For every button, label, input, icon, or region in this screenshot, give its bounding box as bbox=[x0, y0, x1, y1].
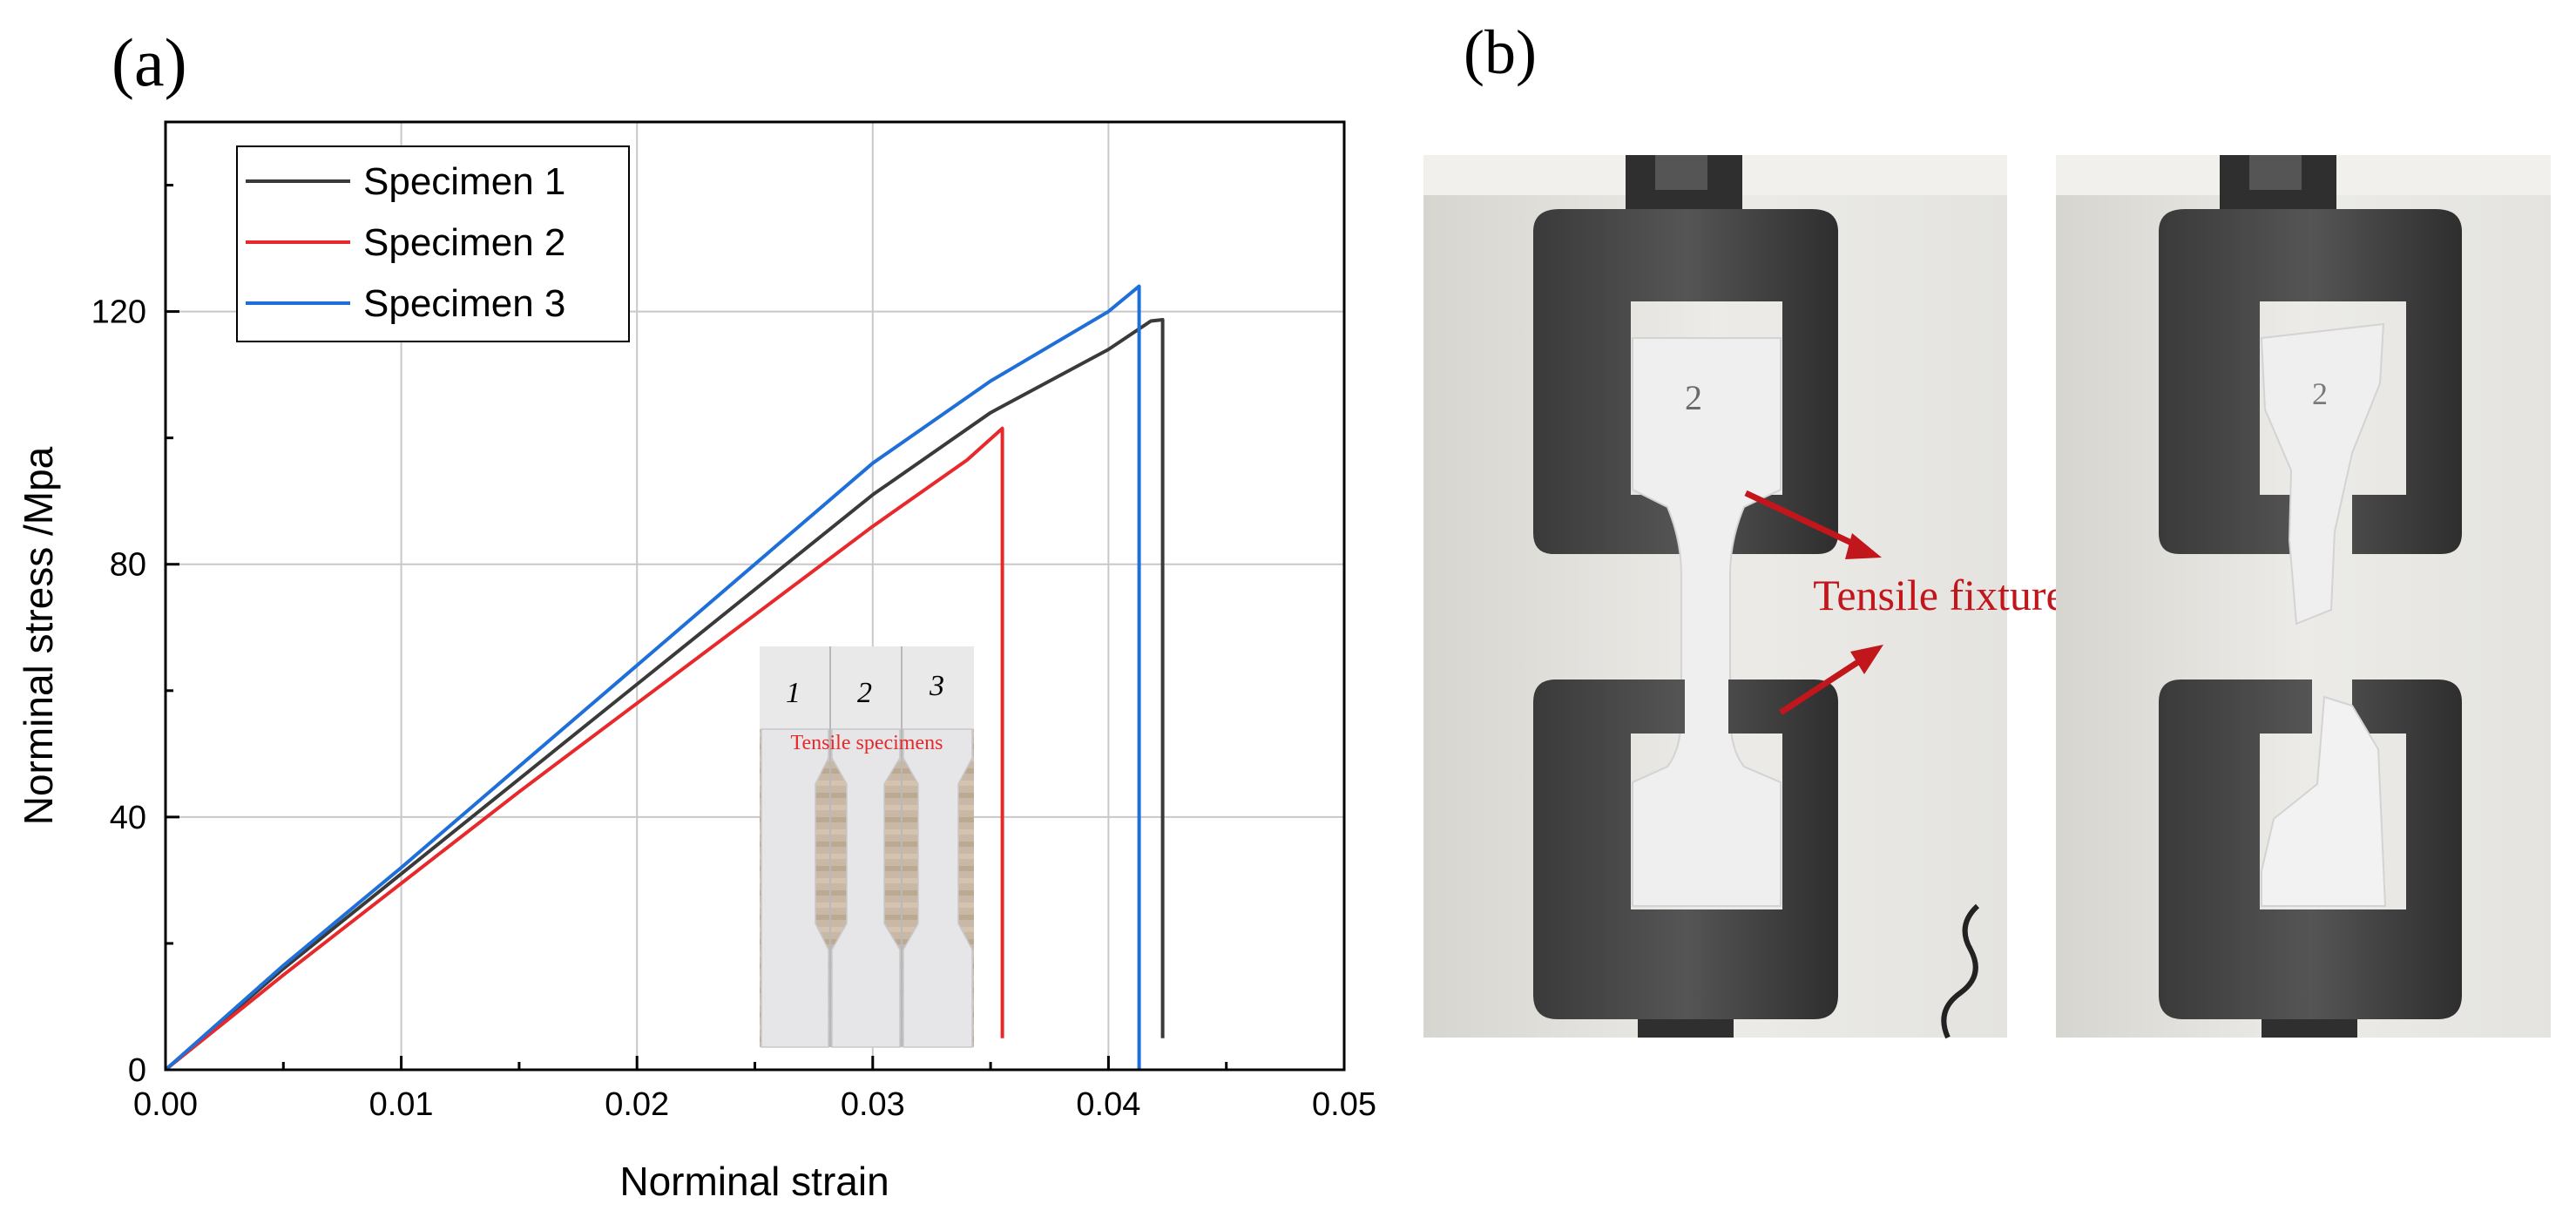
specimen-number: 2 bbox=[1685, 378, 1702, 417]
fixture-photo-before: 2 Tensile fixture bbox=[1423, 155, 2066, 1039]
y-tick-label: 80 bbox=[110, 547, 146, 584]
specimen-number-broken: 2 bbox=[2312, 376, 2328, 411]
y-tick-label: 40 bbox=[110, 800, 146, 836]
y-tick-label: 0 bbox=[128, 1052, 146, 1089]
y-axis-label: Norminal stress /Mpa bbox=[16, 446, 61, 825]
inset-caption: Tensile specimens bbox=[791, 732, 943, 754]
x-tick-label: 0.02 bbox=[605, 1086, 669, 1123]
legend-label-2: Specimen 2 bbox=[363, 221, 565, 264]
x-tick-label: 0.01 bbox=[369, 1086, 434, 1123]
series-line-3 bbox=[164, 284, 1141, 1072]
panel-b-label: (b) bbox=[1464, 17, 1537, 87]
fixture-annotation: Tensile fixture bbox=[1813, 571, 2065, 619]
inset-label-2: 2 bbox=[857, 677, 872, 709]
fixture-photo-after: 2 bbox=[2056, 155, 2551, 1038]
series-line-2 bbox=[164, 426, 1004, 1072]
x-tick-label: 0.00 bbox=[133, 1086, 198, 1123]
chart-axes: 0.00 0.01 0.02 0.03 0.04 0.05 0 40 80 120 bbox=[91, 120, 1376, 1123]
inset-label-3: 3 bbox=[929, 670, 944, 702]
chart-series bbox=[164, 284, 1165, 1072]
series-line-1 bbox=[164, 318, 1165, 1072]
x-axis-label: Norminal strain bbox=[619, 1159, 889, 1204]
legend-label-1: Specimen 1 bbox=[363, 160, 565, 203]
legend-label-3: Specimen 3 bbox=[363, 282, 565, 325]
x-tick-label: 0.05 bbox=[1312, 1086, 1376, 1123]
chart-legend: Specimen 1 Specimen 2 Specimen 3 bbox=[236, 145, 630, 342]
x-tick-label: 0.04 bbox=[1076, 1086, 1140, 1123]
panel-a-label: (a) bbox=[112, 24, 187, 100]
inset-photo: 1 2 3 Tensile specimens bbox=[760, 646, 974, 1048]
x-tick-label: 0.03 bbox=[841, 1086, 905, 1123]
inset-label-1: 1 bbox=[786, 677, 801, 709]
y-tick-label: 120 bbox=[91, 294, 146, 331]
